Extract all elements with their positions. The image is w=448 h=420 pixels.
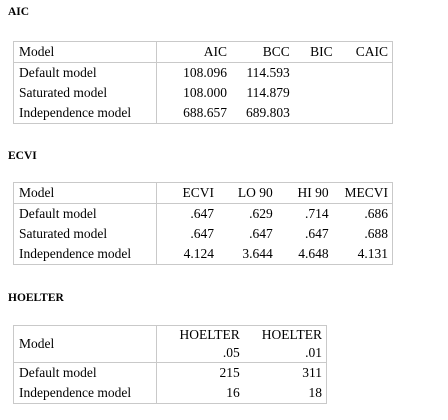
ecvi-table: Model ECVI LO 90 HI 90 MECVI Default mod… [13, 182, 393, 265]
table-cell: .647 [190, 206, 214, 221]
row-label: Default model [13, 62, 157, 83]
table-cell: .688 [364, 226, 388, 241]
table-cell: 18 [308, 385, 323, 400]
column-header: Model [13, 325, 157, 363]
table-cell: .686 [364, 206, 388, 221]
table-cell: 114.593 [246, 65, 290, 80]
table-cell [337, 63, 393, 84]
row-label: Saturated model [13, 83, 157, 103]
table-row: Independence model 16 18 [13, 383, 327, 404]
table-row: Saturated model .647 .647 .647 .688 [13, 224, 393, 244]
table-cell: 3.644 [242, 246, 273, 261]
column-header: BIC [293, 41, 337, 63]
table-cell: 688.657 [183, 105, 227, 120]
table-row: Default model .647 .629 .714 .686 [13, 203, 393, 224]
column-header: HOELTER [179, 327, 240, 342]
table-header-row: Model ECVI LO 90 HI 90 MECVI [13, 182, 393, 204]
column-header: CAIC [336, 41, 393, 63]
column-header: HI 90 [276, 182, 333, 204]
hoelter-heading: HOELTER [8, 292, 64, 304]
row-label: Default model [13, 362, 157, 383]
column-header: LO 90 [217, 182, 277, 204]
row-label: Saturated model [13, 224, 157, 244]
table-header-row: Model AIC BCC BIC CAIC [13, 41, 393, 63]
table-cell: .629 [249, 206, 273, 221]
table-header-row: Model HOELTER HOELTER [13, 325, 327, 363]
table-cell [294, 63, 337, 84]
row-label: Default model [13, 203, 157, 224]
table-cell: 689.803 [245, 105, 290, 120]
table-cell: .647 [190, 226, 214, 241]
ecvi-heading: ECVI [8, 150, 37, 162]
row-label: Independence model [13, 244, 157, 265]
table-row: Default model 215 311 [13, 362, 327, 383]
column-header: MECVI [332, 182, 393, 204]
table-header-row: .05 .01 [14, 344, 327, 363]
table-cell: 311 [302, 365, 322, 380]
table-cell: 215 [219, 365, 240, 380]
table-cell: 16 [226, 385, 240, 400]
column-header: BCC [230, 41, 294, 63]
table-row: Saturated model 108.000 114.879 [13, 83, 393, 103]
table-row: Independence model 4.124 3.644 4.648 4.1… [13, 244, 393, 265]
table-cell: 4.124 [183, 246, 214, 261]
column-header-sub: .01 [243, 344, 327, 363]
column-header: Model [13, 182, 157, 204]
column-header: ECVI [156, 182, 218, 204]
table-row: Independence model 688.657 689.803 [13, 103, 393, 124]
table-cell: .714 [304, 206, 329, 221]
table-cell: 108.000 [183, 85, 227, 100]
table-row: Default model 108.096 114.593 [13, 62, 393, 84]
table-cell: 108.096 [183, 65, 227, 80]
table-cell [337, 83, 393, 103]
table-cell: .647 [249, 226, 273, 241]
row-label: Independence model [13, 103, 157, 124]
row-label: Independence model [13, 383, 157, 404]
table-cell: 4.131 [357, 246, 388, 261]
column-header: HOELTER [261, 327, 322, 342]
aic-heading: AIC [8, 6, 30, 18]
column-header: AIC [156, 41, 231, 63]
hoelter-table: Model HOELTER HOELTER .05 .01 Default mo… [13, 325, 327, 404]
aic-table: Model AIC BCC BIC CAIC Default model 108… [13, 41, 393, 124]
table-cell: 114.879 [246, 85, 290, 100]
column-header: Model [13, 41, 157, 63]
column-header-sub: .05 [156, 344, 244, 363]
table-cell [294, 103, 337, 124]
table-cell: 4.648 [298, 246, 329, 261]
table-cell [337, 103, 393, 124]
table-cell [294, 83, 337, 103]
table-cell: .647 [304, 226, 329, 241]
